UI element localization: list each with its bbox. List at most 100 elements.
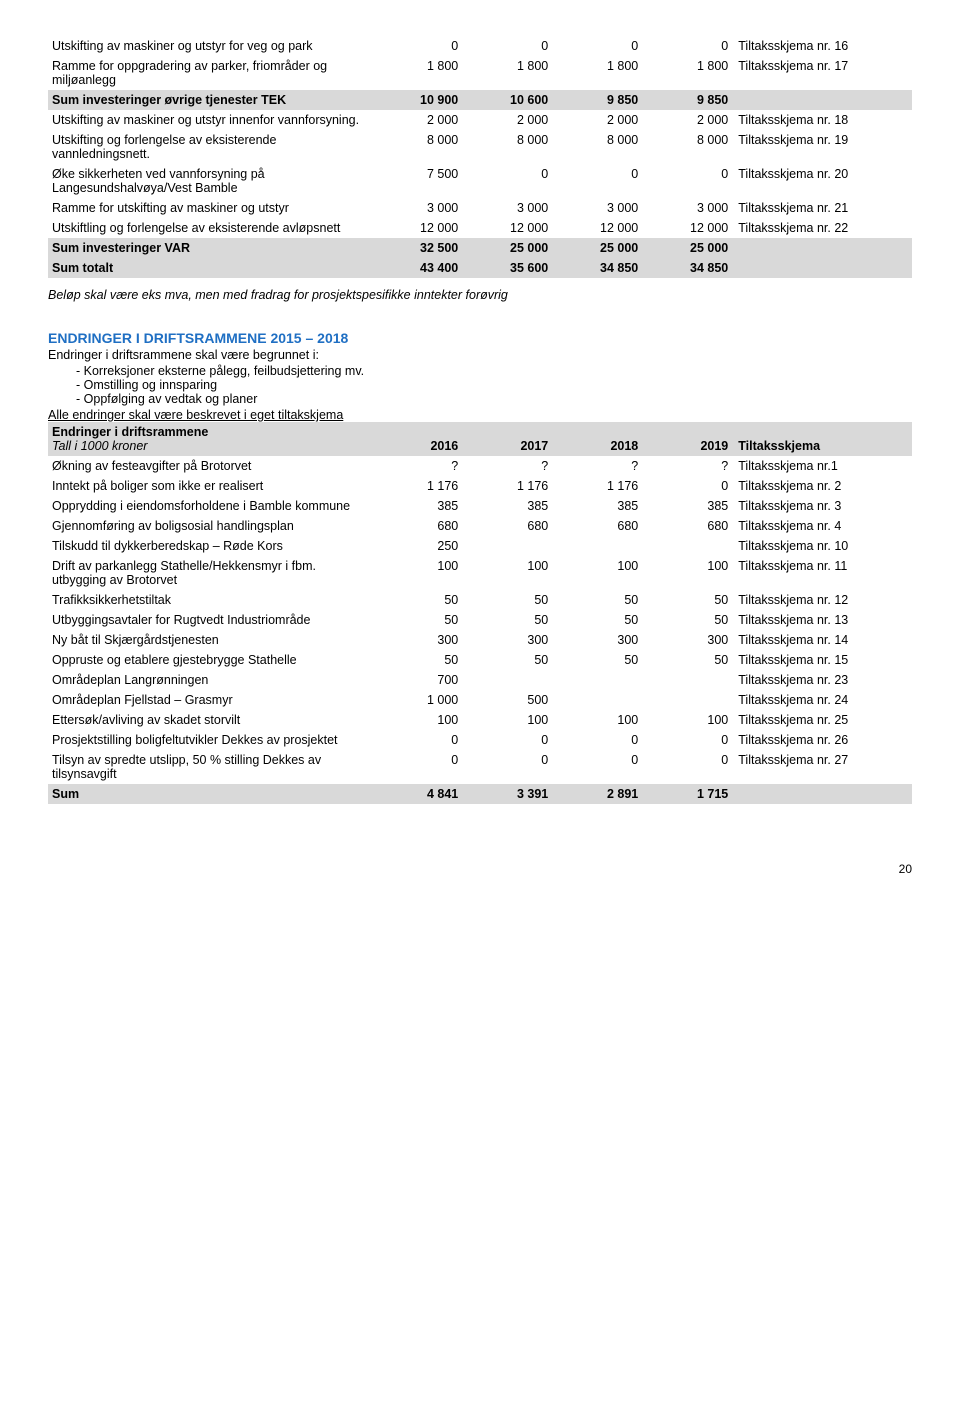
cell-value: 0 xyxy=(554,730,644,750)
cell-ref: Tiltaksskjema nr. 25 xyxy=(734,710,912,730)
cell-value: 0 xyxy=(644,476,734,496)
cell-value: 2 891 xyxy=(554,784,644,804)
cell-value: 50 xyxy=(374,610,464,630)
row-label: Oppruste og etablere gjestebrygge Stathe… xyxy=(48,650,374,670)
table-row: Ramme for utskifting av maskiner og utst… xyxy=(48,198,912,218)
row-label: Utskifting av maskiner og utstyr for veg… xyxy=(48,36,374,56)
table-row: Opprydding i eiendomsforholdene i Bamble… xyxy=(48,496,912,516)
cell-value: 8 000 xyxy=(464,130,554,164)
page-number: 20 xyxy=(48,862,912,876)
cell-value: 0 xyxy=(374,730,464,750)
cell-ref: Tiltaksskjema nr. 3 xyxy=(734,496,912,516)
cell-ref: Tiltaksskjema nr. 20 xyxy=(734,164,912,198)
table-row: Ettersøk/avliving av skadet storvilt 1001… xyxy=(48,710,912,730)
cell-value: ? xyxy=(554,456,644,476)
cell-value: 300 xyxy=(464,630,554,650)
cell-value: 0 xyxy=(554,164,644,198)
row-label: Trafikksikkerhetstiltak xyxy=(48,590,374,610)
cell-value xyxy=(644,670,734,690)
table-row: Øke sikkerheten ved vannforsyning på Lan… xyxy=(48,164,912,198)
cell-ref: Tiltaksskjema nr. 10 xyxy=(734,536,912,556)
cell-value: 1 800 xyxy=(644,56,734,90)
cell-value: 700 xyxy=(374,670,464,690)
row-label: Områdeplan Fjellstad – Grasmyr xyxy=(48,690,374,710)
row-label: Ny båt til Skjærgårdstjenesten xyxy=(48,630,374,650)
cell-value: 8 000 xyxy=(644,130,734,164)
table-row: Ny båt til Skjærgårdstjenesten3003003003… xyxy=(48,630,912,650)
row-label: Tilskudd til dykkerberedskap – Røde Kors xyxy=(48,536,374,556)
row-label: Sum xyxy=(48,784,374,804)
cell-value: 680 xyxy=(374,516,464,536)
table-row: Områdeplan Fjellstad – Grasmyr1 000500Ti… xyxy=(48,690,912,710)
row-label: Ramme for utskifting av maskiner og utst… xyxy=(48,198,374,218)
cell-value: 50 xyxy=(644,610,734,630)
cell-value: 0 xyxy=(464,730,554,750)
row-label: Ettersøk/avliving av skadet storvilt xyxy=(48,710,374,730)
cell-value: 25 000 xyxy=(464,238,554,258)
cell-value: 3 000 xyxy=(374,198,464,218)
table-header-row: Endringer i driftsrammeneTall i 1000 kro… xyxy=(48,422,912,456)
year-header: 2017 xyxy=(464,422,554,456)
cell-value: 10 600 xyxy=(464,90,554,110)
table-row: Tilskudd til dykkerberedskap – Røde Kors… xyxy=(48,536,912,556)
table2-title-cell: Endringer i driftsrammeneTall i 1000 kro… xyxy=(48,422,374,456)
table-row: Gjennomføring av boligsosial handlingspl… xyxy=(48,516,912,536)
year-header: 2018 xyxy=(554,422,644,456)
cell-value: 7 500 xyxy=(374,164,464,198)
cell-ref xyxy=(734,238,912,258)
row-label: Utbyggingsavtaler for Rugtvedt Industrio… xyxy=(48,610,374,630)
cell-value: 9 850 xyxy=(644,90,734,110)
cell-value: 385 xyxy=(464,496,554,516)
cell-value: 100 xyxy=(554,710,644,730)
cell-value: 32 500 xyxy=(374,238,464,258)
cell-ref: Tiltaksskjema nr. 13 xyxy=(734,610,912,630)
cell-value: 0 xyxy=(464,750,554,784)
table-row: Sum investeringer VAR32 50025 00025 0002… xyxy=(48,238,912,258)
cell-value: 50 xyxy=(644,590,734,610)
cell-ref: Tiltaksskjema nr. 16 xyxy=(734,36,912,56)
cell-ref: Tiltaksskjema nr. 24 xyxy=(734,690,912,710)
cell-value: 1 800 xyxy=(554,56,644,90)
cell-value: 250 xyxy=(374,536,464,556)
bullet-item: Omstilling og innsparing xyxy=(76,378,912,392)
cell-ref: Tiltaksskjema nr. 26 xyxy=(734,730,912,750)
cell-value: 2 000 xyxy=(464,110,554,130)
cell-value: 385 xyxy=(644,496,734,516)
cell-ref xyxy=(734,784,912,804)
table-row: Drift av parkanlegg Stathelle/Hekkensmyr… xyxy=(48,556,912,590)
cell-value: 50 xyxy=(554,650,644,670)
cell-value: 12 000 xyxy=(644,218,734,238)
table-row: Sum investeringer øvrige tjenester TEK10… xyxy=(48,90,912,110)
cell-value: 3 000 xyxy=(644,198,734,218)
cell-value: 1 176 xyxy=(554,476,644,496)
table-row: Utbyggingsavtaler for Rugtvedt Industrio… xyxy=(48,610,912,630)
table-row: Utskifting av maskiner og utstyr innenfo… xyxy=(48,110,912,130)
bullet-item: Oppfølging av vedtak og planer xyxy=(76,392,912,406)
cell-value: 12 000 xyxy=(464,218,554,238)
cell-value: 3 391 xyxy=(464,784,554,804)
bullet-item: Korreksjoner eksterne pålegg, feilbudsje… xyxy=(76,364,912,378)
cell-value: 50 xyxy=(464,590,554,610)
table-row: Inntekt på boliger som ikke er realisert… xyxy=(48,476,912,496)
ref-header: Tiltaksskjema xyxy=(734,422,912,456)
cell-ref: Tiltaksskjema nr. 19 xyxy=(734,130,912,164)
cell-value: 1 176 xyxy=(464,476,554,496)
cell-value: 50 xyxy=(554,610,644,630)
cell-value: 2 000 xyxy=(554,110,644,130)
cell-value: 12 000 xyxy=(554,218,644,238)
row-label: Utskiftling og forlengelse av eksisteren… xyxy=(48,218,374,238)
cell-value: 8 000 xyxy=(554,130,644,164)
row-label: Sum totalt xyxy=(48,258,374,278)
table-row: Økning av festeavgifter på Brotorvet????… xyxy=(48,456,912,476)
cell-value: 300 xyxy=(374,630,464,650)
cell-value: 25 000 xyxy=(554,238,644,258)
cell-ref: Tiltaksskjema nr.1 xyxy=(734,456,912,476)
table-row: Områdeplan Langrønningen700Tiltaksskjema… xyxy=(48,670,912,690)
cell-value: 1 800 xyxy=(374,56,464,90)
table-row: Sum totalt43 40035 60034 85034 850 xyxy=(48,258,912,278)
cell-value: 100 xyxy=(464,710,554,730)
cell-value: 100 xyxy=(464,556,554,590)
section-title: ENDRINGER I DRIFTSRAMMENE 2015 – 2018 xyxy=(48,330,912,346)
cell-ref: Tiltaksskjema nr. 21 xyxy=(734,198,912,218)
cell-value: 0 xyxy=(374,36,464,56)
